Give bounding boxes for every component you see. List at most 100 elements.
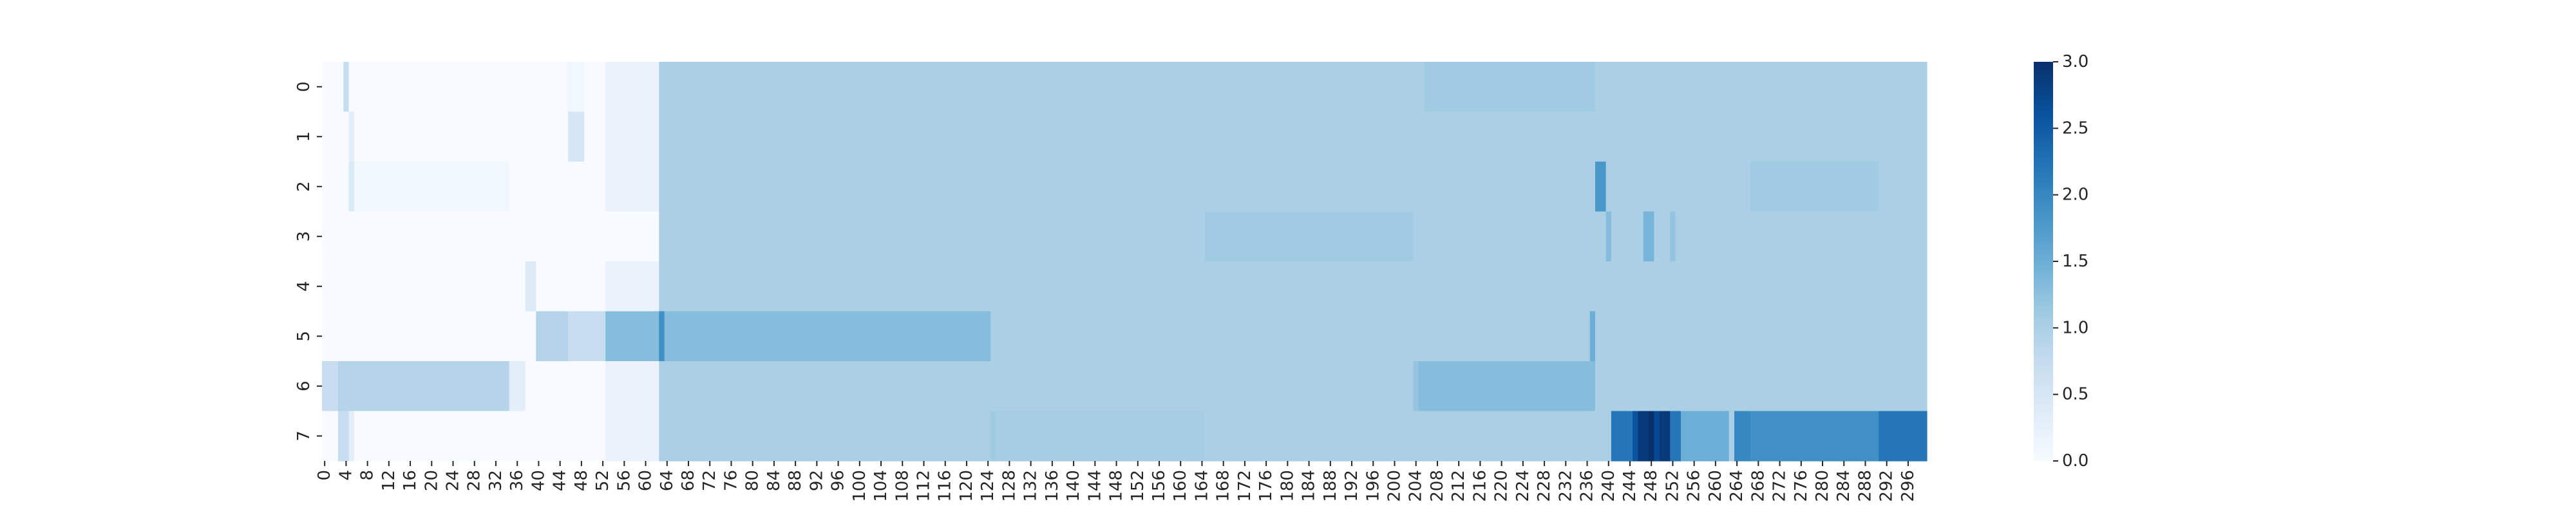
x-tick-label: 88 [786, 470, 805, 491]
x-tick-label: 264 [1727, 470, 1747, 502]
heatmap-cell [1654, 411, 1660, 462]
heatmap-cell [568, 62, 585, 113]
colorbar-tick-label: 2.0 [2062, 185, 2088, 205]
heatmap-cell [348, 62, 569, 113]
heatmap-cell [659, 361, 1414, 412]
heatmap-cell [1413, 361, 1419, 412]
heatmap-cell [584, 111, 606, 162]
x-tick-label: 128 [999, 470, 1019, 502]
y-tick-label: 7 [294, 431, 314, 442]
x-tick-label: 240 [1599, 470, 1618, 502]
x-tick-label: 156 [1150, 470, 1169, 502]
colorbar-tick-label: 3.0 [2062, 52, 2088, 71]
heatmap-cell [605, 261, 659, 312]
x-tick-label: 0 [315, 470, 334, 481]
heatmap-cell [322, 411, 339, 462]
heatmap-cell [1595, 311, 1927, 362]
x-tick-label: 184 [1300, 470, 1319, 502]
x-tick-label: 228 [1535, 470, 1554, 502]
y-tick-label: 3 [294, 231, 314, 242]
x-tick-label: 260 [1706, 470, 1725, 502]
x-tick-label: 224 [1513, 470, 1533, 502]
x-tick-label: 108 [893, 470, 912, 502]
heatmap-cell [659, 162, 1596, 212]
heatmap-cell [1611, 411, 1633, 462]
heatmap-cell [322, 62, 344, 113]
x-axis: 0 4 8 12 16 20 24 28 32 36 40 44 48 52 56 60 64 68 72 76 80 8… [315, 461, 1918, 502]
x-tick-label: 136 [1043, 470, 1062, 502]
heatmap-cell [322, 361, 339, 412]
heatmap-cell [1418, 361, 1596, 412]
x-tick-label: 164 [1192, 470, 1211, 502]
x-tick-label: 188 [1321, 470, 1340, 502]
colorbar-tick-label: 2.5 [2062, 118, 2088, 138]
heatmap-cell [1638, 411, 1649, 462]
x-tick-label: 152 [1128, 470, 1148, 502]
x-tick-label: 28 [465, 470, 484, 491]
heatmap-cell [1750, 411, 1879, 462]
heatmap-cell [1750, 162, 1879, 212]
heatmap-cell [337, 411, 350, 462]
x-tick-label: 216 [1470, 470, 1490, 502]
x-tick-label: 32 [486, 470, 506, 491]
x-tick-label: 80 [743, 470, 762, 491]
x-tick-label: 36 [507, 470, 527, 491]
heatmap-cell [1595, 62, 1927, 113]
heatmap-cell [322, 311, 536, 362]
x-tick-label: 132 [1021, 470, 1041, 502]
y-tick-label: 0 [294, 81, 314, 92]
heatmap-cell [1204, 211, 1414, 262]
colorbar-tick-label: 1.0 [2062, 318, 2088, 337]
heatmap-cell [348, 411, 355, 462]
heatmap-cell [664, 311, 991, 362]
x-tick-label: 144 [1085, 470, 1104, 502]
heatmap-cell [605, 111, 659, 162]
heatmap-cell [990, 311, 1591, 362]
heatmap-cell [990, 411, 997, 462]
x-tick-label: 288 [1855, 470, 1875, 502]
x-tick-label: 244 [1620, 470, 1640, 502]
x-tick-label: 116 [936, 470, 955, 502]
x-tick-label: 104 [871, 470, 891, 502]
heatmap-cell [1589, 311, 1596, 362]
heatmap-cell [1424, 62, 1596, 113]
heatmap-cell [536, 261, 606, 312]
x-tick-label: 44 [551, 470, 570, 491]
heatmap-cell [1649, 411, 1654, 462]
heatmap-cell [1605, 162, 1751, 212]
heatmap-cell [659, 261, 1927, 312]
heatmap-cell [659, 211, 1206, 262]
heatmap-cell [536, 311, 569, 362]
heatmap-cell [1659, 411, 1671, 462]
heatmap-cell [354, 162, 510, 212]
x-tick-label: 24 [444, 470, 463, 491]
heatmap-cell [1879, 162, 1927, 212]
colorbar-tick-label: 0.0 [2062, 451, 2088, 471]
heatmap-cell [525, 261, 536, 312]
x-tick-label: 160 [1171, 470, 1190, 502]
x-tick-label: 72 [700, 470, 719, 491]
x-tick-label: 252 [1663, 470, 1682, 502]
y-axis: 0 1 2 3 4 5 6 7 [294, 81, 322, 442]
x-tick-label: 268 [1748, 470, 1768, 502]
x-tick-label: 248 [1642, 470, 1661, 502]
x-tick-label: 148 [1107, 470, 1126, 502]
x-tick-label: 256 [1685, 470, 1704, 502]
heatmap-cell [605, 361, 659, 412]
y-tick-label: 1 [294, 131, 314, 142]
heatmap-cell [659, 111, 1927, 162]
x-tick-label: 292 [1877, 470, 1897, 502]
x-tick-label: 212 [1449, 470, 1468, 502]
heatmap-cell [322, 162, 350, 212]
x-tick-label: 64 [658, 470, 677, 491]
heatmap-cell [1734, 411, 1751, 462]
x-tick-label: 168 [1214, 470, 1233, 502]
heatmap-cell [605, 411, 659, 462]
x-tick-label: 172 [1235, 470, 1255, 502]
heatmap-cell [1654, 211, 1671, 262]
y-tick-label: 5 [294, 331, 314, 342]
y-tick-label: 2 [294, 181, 314, 192]
x-tick-label: 120 [957, 470, 976, 502]
heatmap-cell [1611, 211, 1644, 262]
x-tick-label: 100 [850, 470, 869, 502]
